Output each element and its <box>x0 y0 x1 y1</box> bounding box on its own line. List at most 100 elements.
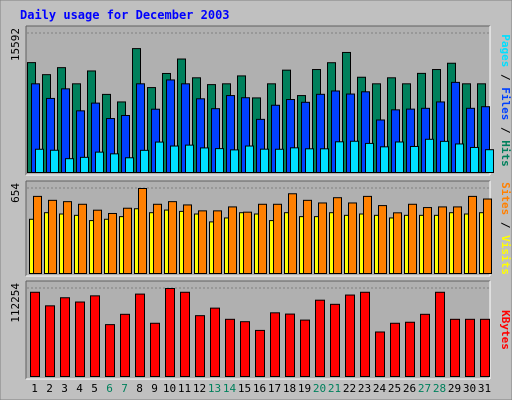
bar-sites-day-5 <box>93 209 102 275</box>
bar-sites-day-11 <box>183 204 192 274</box>
bar-sites-day-28 <box>438 206 447 275</box>
bar-sites-day-1 <box>33 195 42 274</box>
bar-sites-day-9 <box>153 203 162 274</box>
bar-kbytes-day-25 <box>390 322 400 377</box>
bar-pages-day-18 <box>290 147 299 173</box>
bar-pages-day-3 <box>65 158 74 173</box>
day-label-14: 14 <box>223 382 237 395</box>
bar-sites-day-10 <box>168 201 177 274</box>
bar-pages-day-29 <box>455 143 464 174</box>
bar-pages-day-12 <box>200 147 209 174</box>
bar-kbytes-day-6 <box>105 324 115 377</box>
bar-sites-day-17 <box>273 203 282 274</box>
bar-sites-day-12 <box>198 210 207 274</box>
panel-hits-files-pages: 15592 Pages / Files / Hits <box>9 25 512 176</box>
bar-kbytes-day-13 <box>210 307 220 377</box>
bar-kbytes-day-8 <box>135 293 145 377</box>
bar-sites-day-22 <box>348 202 357 274</box>
bar-kbytes-day-5 <box>90 295 100 377</box>
day-label-17: 17 <box>268 382 281 395</box>
bar-pages-day-17 <box>275 148 284 174</box>
bar-pages-day-30 <box>470 146 479 173</box>
bar-pages-day-7 <box>125 157 134 174</box>
bar-pages-day-28 <box>440 140 449 174</box>
bar-kbytes-day-7 <box>120 313 130 378</box>
bar-sites-day-20 <box>318 202 327 274</box>
day-label-31: 31 <box>478 382 491 395</box>
bar-pages-day-23 <box>365 142 374 173</box>
day-label-7: 7 <box>121 382 128 395</box>
day-label-13: 13 <box>208 382 221 395</box>
bar-sites-day-6 <box>108 212 117 274</box>
bar-kbytes-day-20 <box>315 299 325 377</box>
bar-sites-day-24 <box>378 205 387 274</box>
day-label-6: 6 <box>106 382 113 395</box>
bar-kbytes-day-10 <box>165 288 175 377</box>
bar-sites-day-7 <box>123 207 132 275</box>
day-label-30: 30 <box>463 382 476 395</box>
bar-sites-day-13 <box>213 210 222 274</box>
bar-sites-day-19 <box>303 199 312 275</box>
bar-kbytes-day-31 <box>480 318 490 378</box>
bar-pages-day-22 <box>350 140 359 173</box>
day-label-18: 18 <box>283 382 296 395</box>
day-label-23: 23 <box>358 382 371 395</box>
bar-pages-day-8 <box>140 149 149 173</box>
bar-kbytes-day-21 <box>330 303 340 378</box>
bar-kbytes-day-28 <box>435 291 445 378</box>
day-label-26: 26 <box>403 382 416 395</box>
day-label-5: 5 <box>91 382 98 395</box>
legend-item: Sites <box>499 182 512 215</box>
day-label-22: 22 <box>343 382 356 395</box>
bar-sites-day-16 <box>258 203 267 274</box>
legend-item: KBytes <box>499 310 512 350</box>
bar-sites-day-23 <box>363 195 372 274</box>
legend-item: Pages <box>499 34 512 67</box>
bar-pages-day-24 <box>380 146 389 173</box>
day-label-1: 1 <box>31 382 38 395</box>
bar-kbytes-day-18 <box>285 313 295 378</box>
legend-item: / <box>499 215 512 235</box>
series-legend: Pages / Files / Hits <box>499 34 512 167</box>
bar-kbytes-day-4 <box>75 301 85 378</box>
bar-kbytes-day-11 <box>180 291 190 378</box>
day-label-25: 25 <box>388 382 401 395</box>
day-label-9: 9 <box>151 382 158 395</box>
bar-kbytes-day-22 <box>345 294 355 377</box>
y-max-label: 112254 <box>9 283 22 323</box>
bar-pages-day-26 <box>410 145 419 173</box>
bar-kbytes-day-27 <box>420 313 430 378</box>
bar-pages-day-21 <box>335 141 344 174</box>
bar-sites-day-27 <box>423 207 432 274</box>
day-label-8: 8 <box>136 382 143 395</box>
bar-pages-day-13 <box>215 148 224 173</box>
y-max-label: 654 <box>9 183 22 203</box>
chart-title: Daily usage for December 2003 <box>20 8 230 22</box>
bar-kbytes-day-30 <box>465 318 475 378</box>
bar-sites-day-21 <box>333 197 342 274</box>
legend-item: Hits <box>499 140 512 167</box>
series-legend: KBytes <box>499 310 512 350</box>
bar-kbytes-day-24 <box>375 331 385 378</box>
bar-sites-day-14 <box>228 206 237 275</box>
day-axis-labels: 1 2 3 4 5 6 7 8 9 10 11 12 13 14 15 16 17 18 19 20 21 22 23 24 2… <box>31 382 491 395</box>
bar-pages-day-5 <box>95 151 104 173</box>
bar-kbytes-day-3 <box>60 297 70 377</box>
day-label-16: 16 <box>253 382 266 395</box>
bar-pages-day-1 <box>35 148 44 174</box>
legend-item: Files <box>499 87 512 120</box>
day-label-21: 21 <box>328 382 341 395</box>
day-label-29: 29 <box>448 382 461 395</box>
bar-pages-day-4 <box>80 156 89 173</box>
legend-item: Visits <box>499 235 512 275</box>
day-label-28: 28 <box>433 382 446 395</box>
bar-pages-day-9 <box>155 141 164 173</box>
bar-sites-day-26 <box>408 203 417 274</box>
day-label-11: 11 <box>178 382 191 395</box>
panel-visits-sites: 654 Sites / Visits <box>9 180 512 277</box>
bar-kbytes-day-23 <box>360 291 370 378</box>
bar-sites-day-29 <box>453 206 462 275</box>
bar-kbytes-day-17 <box>270 312 280 377</box>
bar-pages-day-20 <box>320 148 329 173</box>
